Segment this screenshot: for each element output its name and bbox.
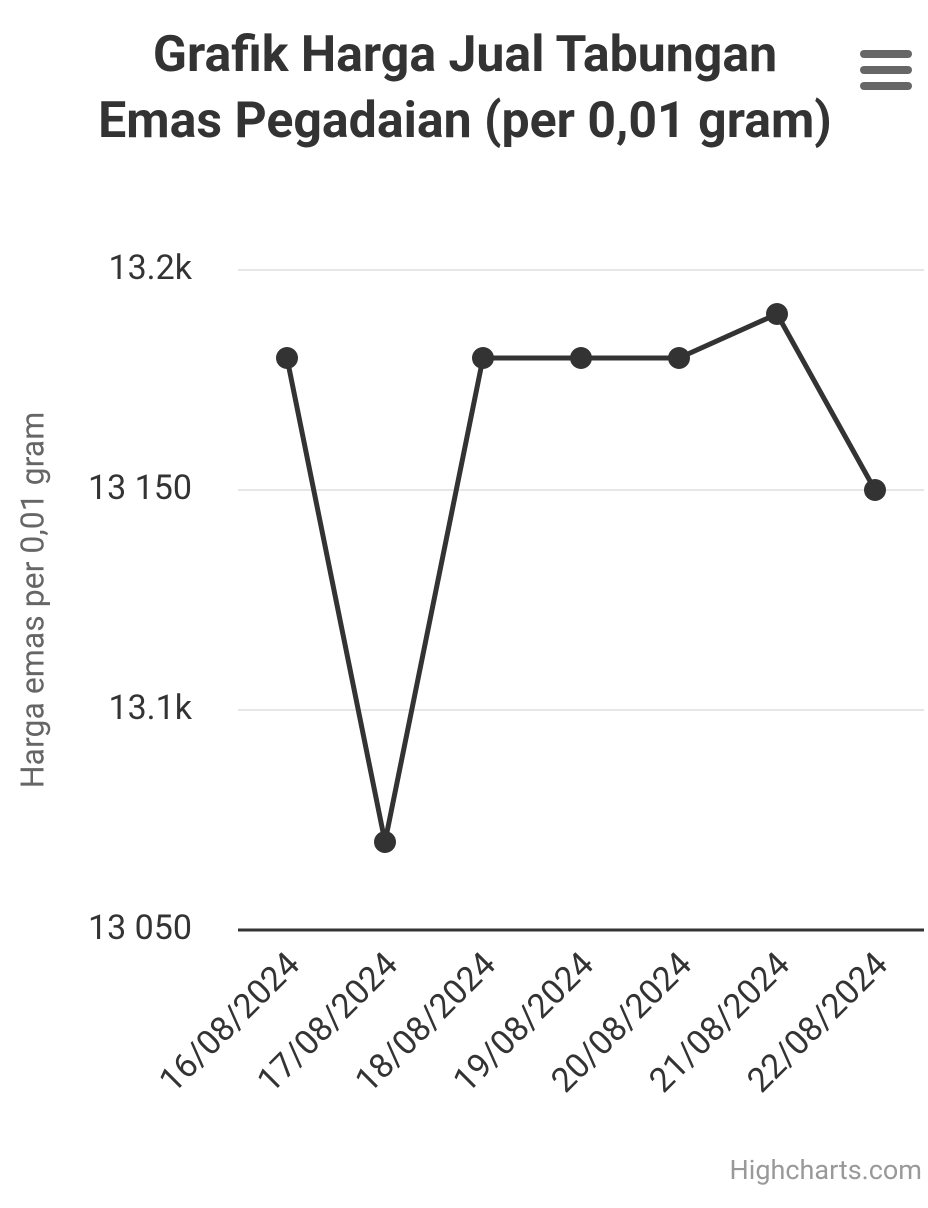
credits: Highcharts.com	[730, 1154, 922, 1186]
y-tick-label: 13 050	[88, 908, 192, 948]
menu-button[interactable]	[860, 50, 912, 90]
point	[472, 347, 494, 369]
y-tick-label: 13 150	[88, 468, 192, 508]
y-axis-title: Harga emas per 0,01 gram	[13, 412, 51, 789]
chart-title: Grafik Harga Jual Tabungan Emas Pegadaia…	[98, 26, 832, 150]
point	[766, 303, 788, 325]
line	[284, 311, 878, 845]
point	[374, 831, 396, 853]
point	[864, 479, 886, 501]
point	[570, 347, 592, 369]
menu-bar	[860, 82, 912, 90]
menu-bar	[860, 66, 912, 74]
y-tick-label: 13.1k	[108, 688, 192, 728]
point	[668, 347, 690, 369]
menu-bar	[860, 50, 912, 58]
point	[276, 347, 298, 369]
y-tick-label: 13.2k	[108, 248, 192, 288]
